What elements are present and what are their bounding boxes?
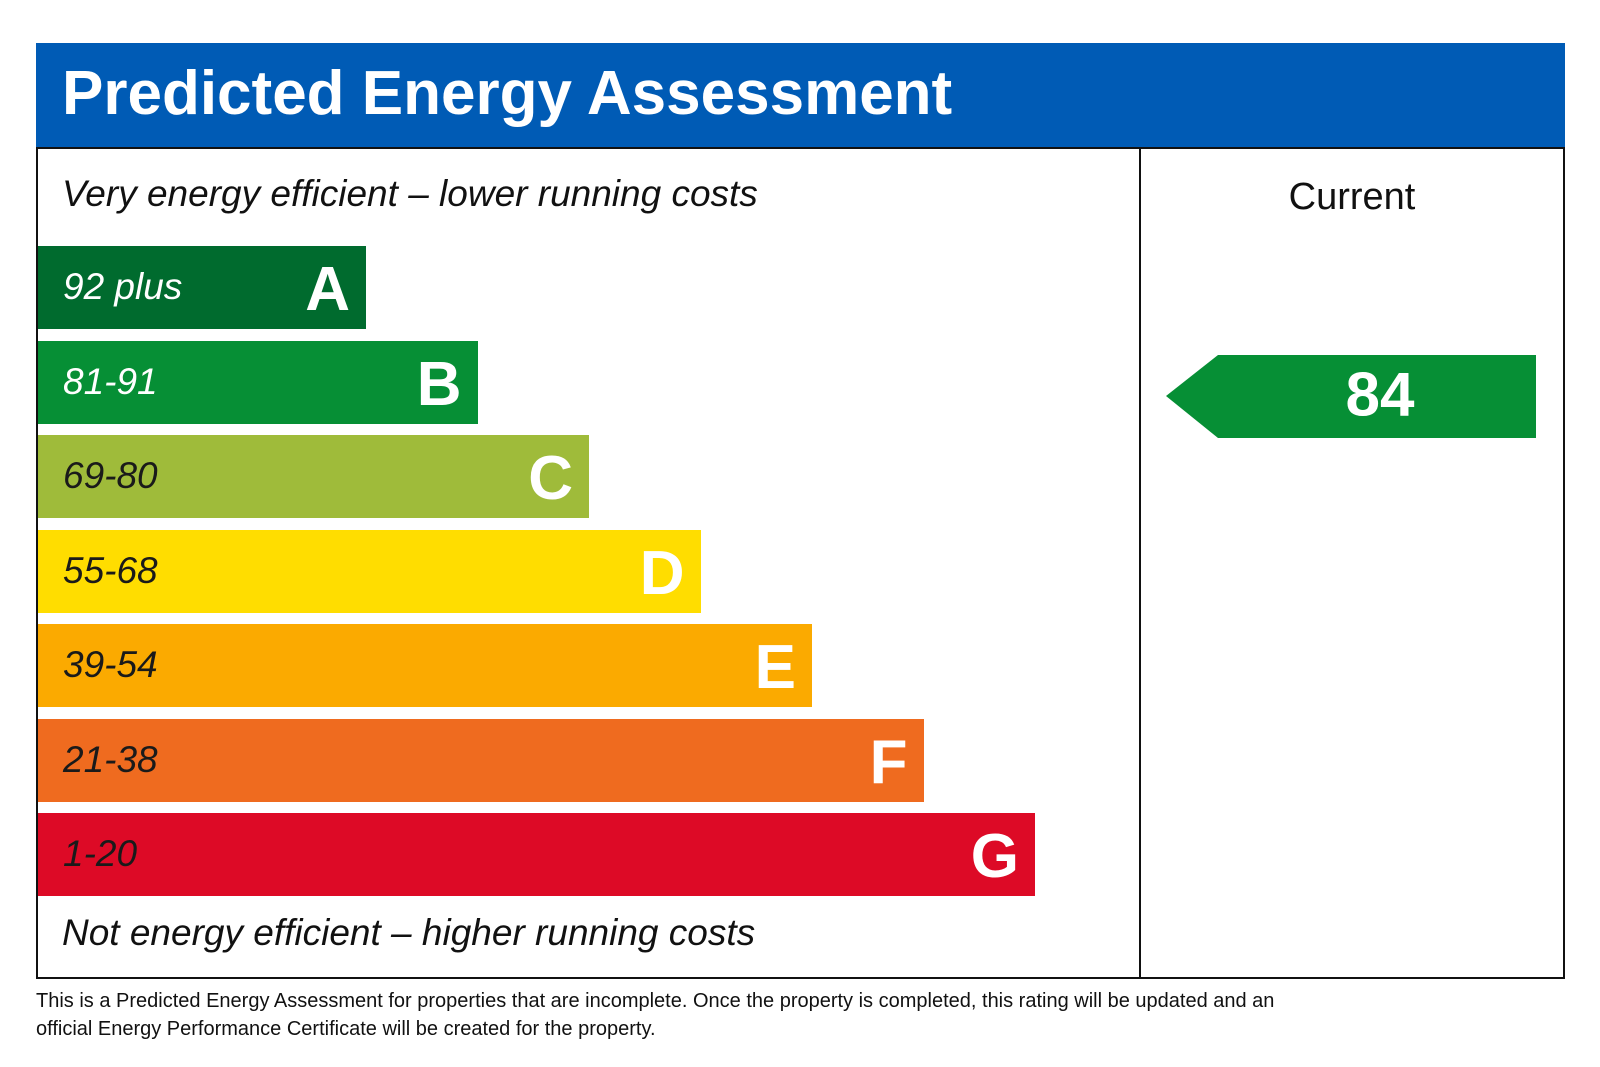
- arrow-shape: [1166, 355, 1536, 438]
- current-arrow: 84: [1166, 355, 1536, 438]
- band-letter: D: [639, 538, 685, 608]
- title: Predicted Energy Assessment: [62, 59, 953, 128]
- bottom-label: Not energy efficient – higher running co…: [62, 912, 756, 953]
- band-range: 55-68: [63, 549, 158, 591]
- band: 69-80 C: [38, 435, 589, 518]
- band-letter: B: [416, 349, 462, 419]
- band: 55-68 D: [38, 529, 701, 613]
- footnote-line: This is a Predicted Energy Assessment fo…: [36, 990, 1275, 1012]
- band-range: 81-91: [63, 360, 158, 402]
- band-range: 21-38: [63, 738, 158, 780]
- band-letter: E: [754, 633, 796, 702]
- band: 81-91 B: [38, 340, 478, 424]
- band-range: 69-80: [63, 455, 158, 496]
- band-letter: G: [970, 822, 1019, 891]
- divider: [1139, 147, 1141, 977]
- band: 1-20 G: [38, 813, 1035, 896]
- top-label: Very energy efficient – lower running co…: [62, 173, 758, 214]
- current-value: 84: [1346, 360, 1415, 429]
- band-range: 39-54: [63, 644, 158, 685]
- current-label: Current: [1288, 176, 1416, 218]
- band-range: 1-20: [63, 833, 138, 874]
- band-range: 92 plus: [63, 266, 183, 307]
- band: 21-38 F: [38, 718, 924, 802]
- band-letter: A: [305, 255, 350, 324]
- footnote-line: official Energy Performance Certificate …: [36, 1018, 656, 1040]
- band: 39-54 E: [38, 624, 812, 707]
- header: [36, 43, 1565, 149]
- band-letter: C: [528, 444, 573, 513]
- band: 92 plus A: [38, 246, 366, 329]
- band-letter: F: [869, 727, 908, 797]
